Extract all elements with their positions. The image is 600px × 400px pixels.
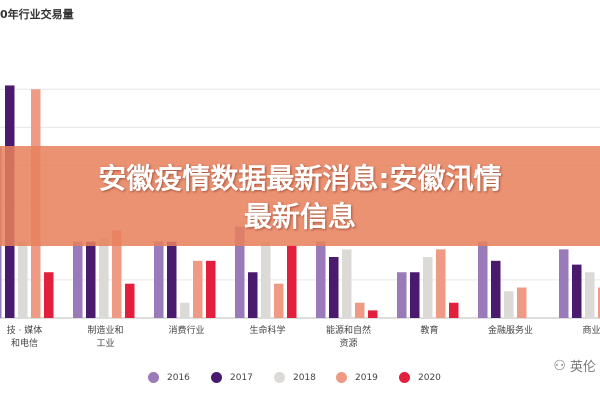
bar-2017 xyxy=(167,241,177,318)
bar-2020 xyxy=(287,245,297,318)
legend-label: 2016 xyxy=(167,372,190,383)
bar-2019 xyxy=(274,283,284,318)
legend-label: 2018 xyxy=(293,372,316,383)
bar-2020 xyxy=(449,302,459,318)
bar-2016 xyxy=(73,241,83,318)
bar-2018 xyxy=(261,241,271,318)
legend-swatch xyxy=(148,372,159,383)
bar-2017 xyxy=(86,241,96,318)
banner-line-1: 安徽疫情数据最新消息:安徽汛情 xyxy=(98,162,502,195)
bar-2018 xyxy=(423,257,433,318)
watermark: ⚇ 英伦 xyxy=(553,356,596,376)
bar-2016 xyxy=(235,226,245,318)
watermark-text: 英伦 xyxy=(569,360,596,375)
bar-2019 xyxy=(112,230,122,318)
bar-2017 xyxy=(410,272,420,318)
bar-2018 xyxy=(18,241,28,318)
legend-item: 2017 xyxy=(211,372,253,383)
bar-2016 xyxy=(478,241,488,318)
bar-2017 xyxy=(329,257,339,318)
legend-item: 2019 xyxy=(336,372,378,383)
bar-2019 xyxy=(517,287,527,318)
banner-line-2: 最新信息 xyxy=(243,200,356,233)
chart-legend: 2016 2017 2018 2019 2020 xyxy=(0,372,600,392)
x-tick-label: 技 · 媒体 xyxy=(7,324,43,336)
bar-2018 xyxy=(504,291,514,318)
bar-2016 xyxy=(316,241,326,318)
bar-2018 xyxy=(180,302,190,318)
bar-2019 xyxy=(598,287,600,318)
x-tick-label: 教育 xyxy=(420,324,438,336)
bar-2017 xyxy=(248,272,258,318)
legend-item: 2018 xyxy=(274,372,316,383)
legend-swatch xyxy=(336,372,347,383)
bar-2020 xyxy=(125,283,135,318)
bar-2018 xyxy=(99,237,109,318)
bar-2019 xyxy=(193,260,203,318)
bar-2020 xyxy=(44,272,54,318)
bar-2017 xyxy=(572,264,582,318)
x-tick-label: 金融服务业 xyxy=(488,324,533,336)
x-tick-label: 资源 xyxy=(339,338,357,349)
x-tick-label: 消费行业 xyxy=(168,324,204,336)
x-tick-label: 商业 xyxy=(582,324,600,336)
x-tick-label: 生命科学 xyxy=(249,324,285,336)
bar-2020 xyxy=(368,310,378,318)
bar-2016 xyxy=(154,241,164,318)
legend-label: 2017 xyxy=(230,372,253,383)
bar-2020 xyxy=(206,260,216,318)
legend-label: 2019 xyxy=(355,372,378,383)
legend-item: 2016 xyxy=(148,372,190,383)
legend-swatch xyxy=(274,372,285,383)
bar-2018 xyxy=(342,249,352,318)
bar-2016 xyxy=(559,249,569,318)
bar-2019 xyxy=(355,302,365,318)
chart-title: 0年行业交易量 xyxy=(0,8,74,21)
x-tick-label: 工业 xyxy=(96,338,114,349)
bar-2018 xyxy=(585,272,595,318)
banner-headline: 安徽疫情数据最新消息:安徽汛情 最新信息 xyxy=(0,160,600,236)
x-tick-label: 和电信 xyxy=(11,337,38,349)
bar-2019 xyxy=(436,249,446,318)
x-tick-label: 制造业和 xyxy=(87,324,123,336)
legend-item: 2020 xyxy=(399,372,441,383)
legend-swatch xyxy=(399,372,410,383)
x-tick-label: 能源和自然 xyxy=(326,324,371,336)
legend-label: 2020 xyxy=(418,372,441,383)
title-banner xyxy=(0,146,600,246)
bar-2016 xyxy=(397,272,407,318)
bar-2017 xyxy=(491,260,501,318)
wechat-icon: ⚇ xyxy=(553,357,566,374)
legend-swatch xyxy=(211,372,222,383)
